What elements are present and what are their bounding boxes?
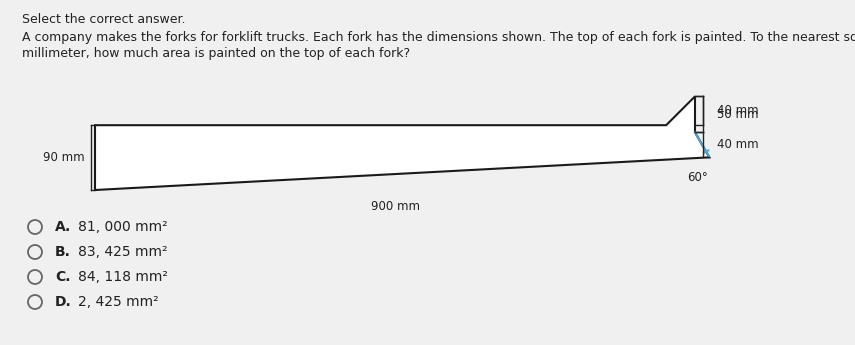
Text: Select the correct answer.: Select the correct answer. <box>22 13 186 26</box>
Text: 84, 118 mm²: 84, 118 mm² <box>78 270 168 284</box>
Text: 900 mm: 900 mm <box>370 200 420 213</box>
Text: B.: B. <box>55 245 71 259</box>
Text: 60°: 60° <box>687 171 708 184</box>
Text: A company makes the forks for forklift trucks. Each fork has the dimensions show: A company makes the forks for forklift t… <box>22 31 855 44</box>
Text: 90 mm: 90 mm <box>44 151 85 164</box>
Text: millimeter, how much area is painted on the top of each fork?: millimeter, how much area is painted on … <box>22 47 410 60</box>
Text: C.: C. <box>55 270 70 284</box>
Text: 83, 425 mm²: 83, 425 mm² <box>78 245 168 259</box>
Text: 50 mm: 50 mm <box>717 108 758 121</box>
Text: D.: D. <box>55 295 72 309</box>
Text: 40 mm: 40 mm <box>717 138 758 151</box>
Text: A.: A. <box>55 220 71 234</box>
Text: 40 mm: 40 mm <box>717 104 758 117</box>
Text: 81, 000 mm²: 81, 000 mm² <box>78 220 168 234</box>
Polygon shape <box>95 96 710 190</box>
Text: 2, 425 mm²: 2, 425 mm² <box>78 295 159 309</box>
